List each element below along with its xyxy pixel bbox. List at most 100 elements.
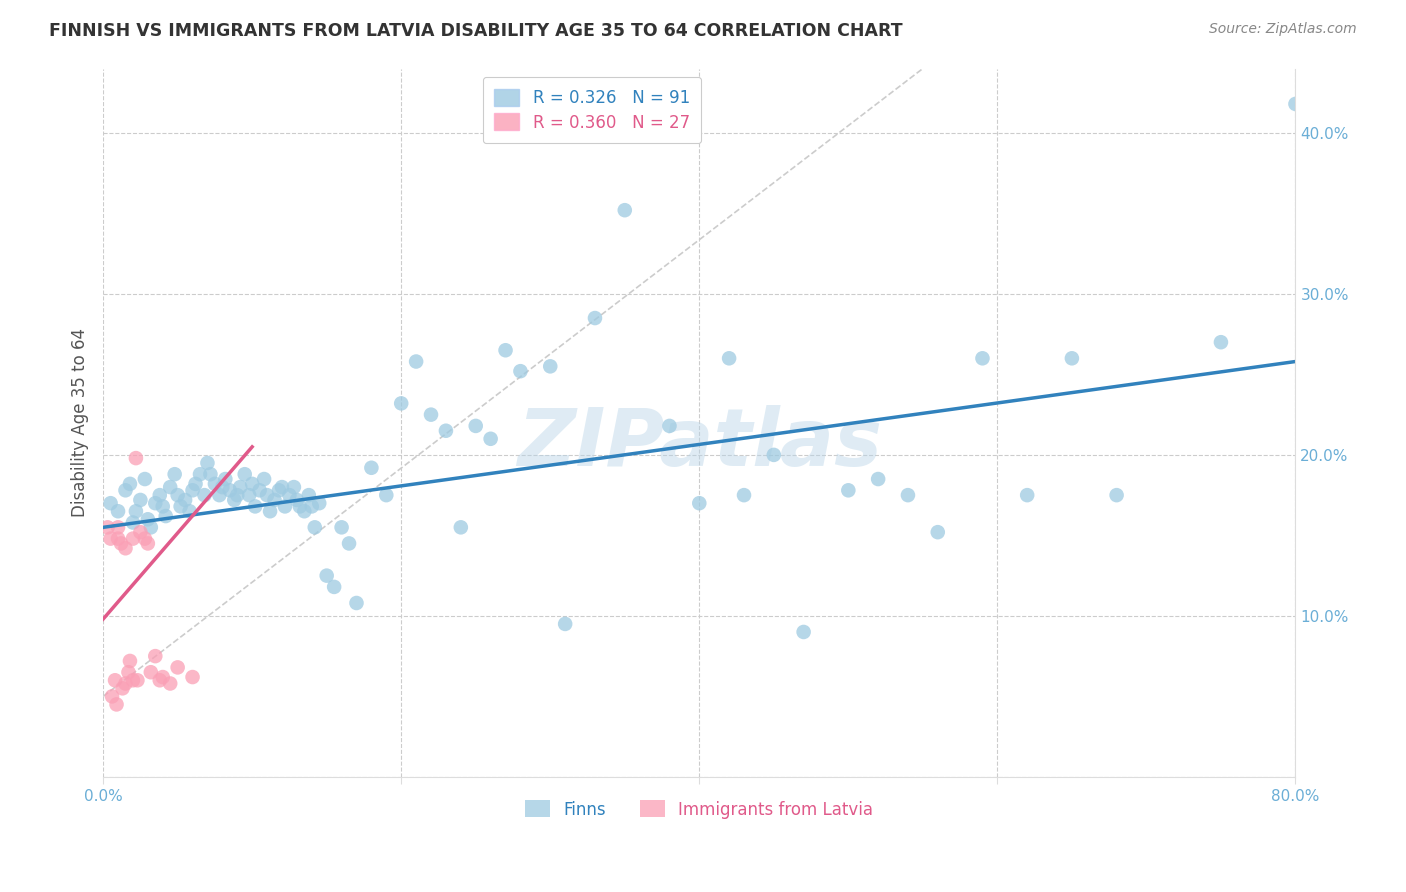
- Point: [134, 472, 156, 486]
- Point: [107, 504, 129, 518]
- Point: [143, 649, 166, 664]
- Legend: Finns, Immigrants from Latvia: Finns, Immigrants from Latvia: [519, 794, 880, 825]
- Point: [479, 432, 502, 446]
- Text: Source: ZipAtlas.com: Source: ZipAtlas.com: [1209, 22, 1357, 37]
- Point: [1060, 351, 1083, 366]
- Point: [405, 354, 427, 368]
- Point: [214, 472, 236, 486]
- Point: [323, 580, 346, 594]
- Point: [304, 520, 326, 534]
- Point: [139, 520, 162, 534]
- Point: [972, 351, 994, 366]
- Point: [233, 467, 256, 482]
- Point: [129, 525, 152, 540]
- Point: [538, 359, 561, 374]
- Point: [136, 536, 159, 550]
- Point: [122, 532, 145, 546]
- Point: [114, 541, 136, 556]
- Point: [263, 493, 285, 508]
- Point: [583, 311, 606, 326]
- Point: [253, 472, 276, 486]
- Point: [129, 493, 152, 508]
- Point: [181, 670, 204, 684]
- Point: [301, 500, 323, 514]
- Point: [464, 418, 486, 433]
- Point: [100, 532, 122, 546]
- Point: [149, 488, 172, 502]
- Point: [243, 500, 266, 514]
- Point: [375, 488, 398, 502]
- Point: [200, 467, 222, 482]
- Point: [271, 480, 294, 494]
- Point: [134, 532, 156, 546]
- Point: [122, 516, 145, 530]
- Point: [105, 698, 128, 712]
- Point: [159, 676, 181, 690]
- Point: [204, 476, 226, 491]
- Point: [434, 424, 457, 438]
- Point: [793, 624, 815, 639]
- Point: [1209, 335, 1232, 350]
- Point: [114, 676, 136, 690]
- Point: [837, 483, 859, 498]
- Point: [179, 504, 201, 518]
- Point: [509, 364, 531, 378]
- Point: [163, 467, 186, 482]
- Point: [283, 480, 305, 494]
- Point: [159, 480, 181, 494]
- Point: [229, 480, 252, 494]
- Point: [155, 509, 177, 524]
- Point: [658, 418, 681, 433]
- Point: [298, 488, 321, 502]
- Point: [868, 472, 890, 486]
- Point: [1284, 97, 1306, 112]
- Point: [97, 520, 120, 534]
- Point: [1017, 488, 1039, 502]
- Point: [174, 493, 197, 508]
- Point: [495, 343, 517, 358]
- Point: [127, 673, 149, 688]
- Point: [762, 448, 785, 462]
- Point: [118, 654, 141, 668]
- Point: [450, 520, 472, 534]
- Point: [1105, 488, 1128, 502]
- Point: [101, 690, 124, 704]
- Point: [285, 493, 308, 508]
- Point: [292, 504, 315, 518]
- Point: [420, 408, 443, 422]
- Point: [152, 500, 174, 514]
- Point: [238, 488, 260, 502]
- Point: [389, 396, 412, 410]
- Point: [110, 536, 132, 550]
- Point: [104, 673, 127, 688]
- Point: [718, 351, 741, 366]
- Point: [308, 496, 330, 510]
- Point: [360, 460, 382, 475]
- Point: [118, 476, 141, 491]
- Point: [125, 451, 148, 466]
- Point: [114, 483, 136, 498]
- Point: [613, 203, 636, 218]
- Point: [218, 483, 240, 498]
- Point: [278, 488, 301, 502]
- Point: [259, 504, 281, 518]
- Point: [208, 488, 231, 502]
- Point: [256, 488, 278, 502]
- Point: [288, 500, 311, 514]
- Point: [193, 488, 215, 502]
- Point: [315, 568, 337, 582]
- Point: [143, 496, 166, 510]
- Point: [107, 532, 129, 546]
- Y-axis label: Disability Age 35 to 64: Disability Age 35 to 64: [72, 328, 89, 517]
- Point: [197, 456, 219, 470]
- Point: [267, 483, 290, 498]
- Point: [188, 467, 211, 482]
- Point: [224, 493, 246, 508]
- Point: [554, 616, 576, 631]
- Point: [166, 488, 188, 502]
- Point: [169, 500, 191, 514]
- Point: [927, 525, 949, 540]
- Text: FINNISH VS IMMIGRANTS FROM LATVIA DISABILITY AGE 35 TO 64 CORRELATION CHART: FINNISH VS IMMIGRANTS FROM LATVIA DISABI…: [49, 22, 903, 40]
- Point: [274, 500, 297, 514]
- Point: [107, 520, 129, 534]
